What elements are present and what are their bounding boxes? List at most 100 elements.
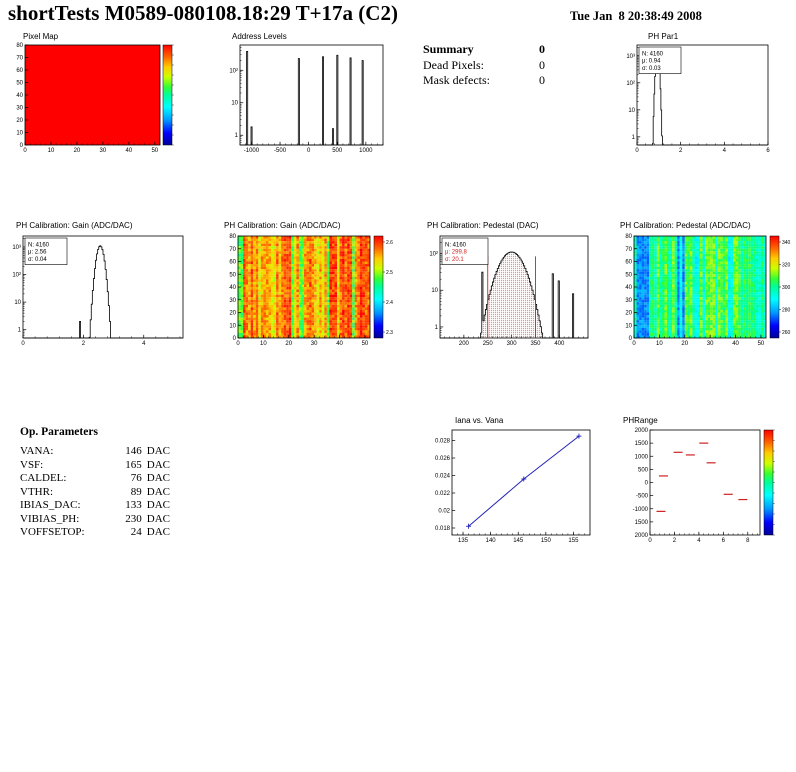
svg-text:50: 50: [229, 272, 236, 278]
svg-text:2: 2: [82, 341, 86, 347]
param-value: 133: [125, 499, 142, 511]
param-row: VIBIAS_PH: 230 DAC: [20, 513, 170, 527]
svg-text:20: 20: [625, 311, 632, 317]
svg-text:40: 40: [126, 148, 133, 154]
svg-text:1500: 1500: [635, 441, 649, 447]
svg-text:300: 300: [782, 285, 791, 291]
svg-text:10: 10: [656, 341, 663, 347]
svg-text:0: 0: [23, 148, 27, 154]
param-unit: DAC: [146, 485, 170, 498]
svg-text:σ: 0.04: σ: 0.04: [28, 257, 47, 263]
svg-text:-1000: -1000: [244, 148, 260, 154]
svg-text:320: 320: [782, 262, 791, 268]
svg-text:0.022: 0.022: [435, 491, 451, 497]
svg-text:30: 30: [16, 106, 23, 112]
svg-text:0.028: 0.028: [435, 439, 451, 445]
summary-row: Mask defects: 0: [423, 73, 545, 89]
dead-pixels-value: 0: [539, 57, 545, 72]
svg-text:80: 80: [229, 234, 236, 240]
svg-text:2.6: 2.6: [386, 240, 393, 246]
svg-text:2.4: 2.4: [386, 300, 393, 306]
svg-text:μ: 2.56: μ: 2.56: [28, 250, 47, 256]
svg-text:-500: -500: [274, 148, 287, 154]
svg-text:0: 0: [21, 341, 25, 347]
param-row: VTHR: 89 DAC: [20, 486, 170, 500]
param-row: VOFFSETOP: 24 DAC: [20, 526, 170, 540]
param-value: 230: [125, 512, 142, 525]
svg-text:70: 70: [229, 247, 236, 253]
svg-text:1: 1: [632, 135, 636, 141]
param-value: 165: [125, 458, 142, 471]
svg-text:0: 0: [20, 143, 24, 149]
param-label: VOFFSETOP:: [20, 526, 85, 538]
svg-text:140: 140: [486, 538, 497, 544]
summary-value: 0: [539, 42, 545, 56]
svg-text:80: 80: [625, 234, 632, 240]
svg-text:500: 500: [638, 467, 649, 473]
iana-vs-vana-chart: Iana vs. Vana 0.018 0.02 0.022 0.024 0.026 0.0…: [425, 414, 603, 554]
svg-text:80: 80: [16, 43, 23, 49]
svg-text:PH Par1: PH Par1: [648, 32, 679, 41]
op-parameters-title: Op. Parameters: [20, 426, 98, 438]
svg-text:50: 50: [16, 81, 23, 87]
svg-text:70: 70: [16, 56, 23, 62]
svg-text:200: 200: [459, 341, 470, 347]
svg-text:145: 145: [513, 538, 524, 544]
svg-text:PH Calibration: Gain (ADC/DAC): PH Calibration: Gain (ADC/DAC): [224, 221, 341, 230]
svg-text:40: 40: [625, 285, 632, 291]
svg-text:250: 250: [483, 341, 494, 347]
param-value: 76: [130, 472, 142, 484]
svg-text:155: 155: [568, 538, 579, 544]
param-value: 146: [125, 445, 142, 457]
svg-text:PHRange: PHRange: [623, 416, 658, 425]
svg-text:Iana vs. Vana: Iana vs. Vana: [455, 416, 504, 425]
ph-range-svg: PHRange 2000 1500 1000 500 0 -500 -1000 1500 2000…: [623, 416, 775, 544]
param-label: VTHR:: [20, 485, 53, 498]
param-row: IBIAS_DAC: 133 DAC: [20, 499, 170, 513]
svg-text:10: 10: [229, 323, 236, 329]
svg-text:60: 60: [229, 260, 236, 266]
address-levels-chart: Address Levels 1 10 10² -1000 -500 0 500 1000: [225, 30, 397, 163]
summary-header-row: Summary 0: [423, 42, 545, 58]
svg-text:σ: 20.1: σ: 20.1: [445, 257, 464, 263]
svg-text:0.026: 0.026: [435, 456, 451, 462]
svg-text:20: 20: [681, 341, 688, 347]
svg-text:N: 4160: N: 4160: [28, 243, 50, 249]
gain-histogram-chart: PH Calibration: Gain (ADC/DAC) 1 10 10² 10³ 0…: [6, 218, 204, 356]
svg-text:2000: 2000: [635, 533, 649, 539]
svg-text:PH Calibration: Pedestal (ADC/: PH Calibration: Pedestal (ADC/DAC): [620, 221, 751, 230]
svg-text:Address Levels: Address Levels: [232, 32, 287, 41]
pixel-map-svg: Pixel Map 0 10 20 30 40 50 0 10 20 30 40 50 60 70 80: [16, 32, 174, 154]
svg-text:10³: 10³: [12, 245, 21, 251]
svg-text:300: 300: [507, 341, 518, 347]
svg-text:280: 280: [782, 307, 791, 313]
svg-text:135: 135: [458, 538, 469, 544]
svg-text:Pixel Map: Pixel Map: [23, 32, 59, 41]
svg-text:4: 4: [723, 148, 727, 154]
pixel-map-chart: Pixel Map 0 10 20 30 40 50 0 10 20 30 40 50 60 70 80: [8, 30, 198, 163]
svg-text:10²: 10²: [229, 68, 238, 74]
svg-text:10: 10: [260, 341, 267, 347]
svg-text:2: 2: [673, 538, 677, 544]
param-label: CALDEL:: [20, 472, 67, 484]
param-value: 24: [130, 526, 142, 538]
svg-text:8: 8: [746, 538, 750, 544]
svg-text:0.024: 0.024: [435, 474, 451, 480]
svg-text:400: 400: [554, 341, 565, 347]
svg-text:PH Calibration: Pedestal (DAC): PH Calibration: Pedestal (DAC): [427, 221, 539, 230]
svg-text:10: 10: [16, 131, 23, 137]
param-row: VSF: 165 DAC: [20, 459, 170, 473]
pedestal-map-chart: PH Calibration: Pedestal (ADC/DAC) 0 10 20 3…: [618, 218, 796, 356]
svg-text:350: 350: [530, 341, 541, 347]
ph-range-chart: PHRange 2000 1500 1000 500 0 -500 -1000 1500 2000…: [618, 414, 796, 554]
svg-text:1500: 1500: [635, 520, 649, 526]
svg-text:30: 30: [625, 298, 632, 304]
pedestal-map-svg: PH Calibration: Pedestal (ADC/DAC) 0 10 20 3…: [620, 221, 791, 347]
summary-block: Summary 0 Dead Pixels: 0 Mask defects: 0: [423, 42, 545, 89]
svg-text:260: 260: [782, 330, 791, 336]
report-datetime: Tue Jan 8 20:38:49 2008: [570, 9, 702, 23]
param-row: VANA: 146 DAC: [20, 445, 170, 459]
svg-text:0: 0: [307, 148, 311, 154]
